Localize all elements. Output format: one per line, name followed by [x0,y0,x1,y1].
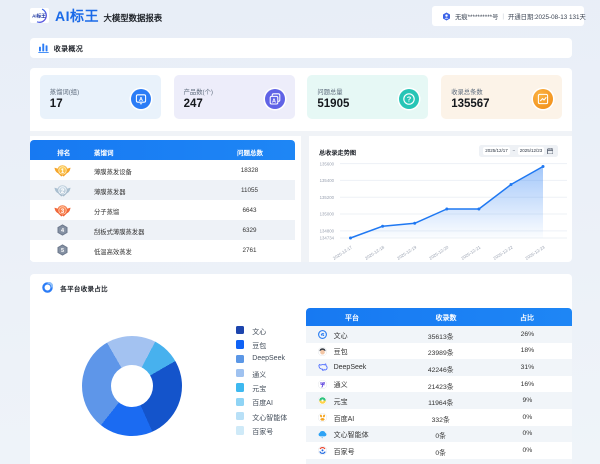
svg-text:2025-12-20: 2025-12-20 [428,244,450,260]
svg-text:2025-12-22: 2025-12-22 [492,244,514,260]
svg-text:3: 3 [60,208,64,214]
svg-text:135000: 135000 [320,212,335,217]
svg-text:134734: 134734 [320,236,335,241]
svg-text:134800: 134800 [320,229,335,234]
svg-text:2025-12-21: 2025-12-21 [460,244,482,260]
svg-text:135400: 135400 [320,178,335,183]
svg-text:2025-12-18: 2025-12-18 [364,244,386,260]
svg-text:2025-12-19: 2025-12-19 [396,244,418,260]
svg-text:5: 5 [60,248,63,254]
svg-text:135200: 135200 [320,195,335,200]
svg-text:2: 2 [60,188,64,194]
svg-text:1: 1 [60,168,64,174]
svg-text:A: A [272,98,276,104]
svg-text:135600: 135600 [320,161,335,166]
svg-text:4: 4 [60,228,64,234]
svg-text:AI标王: AI标王 [32,12,46,19]
svg-text:2025-12-17: 2025-12-17 [332,244,354,260]
svg-text:?: ? [407,94,412,103]
svg-text:2025-12-23: 2025-12-23 [524,244,546,260]
svg-text:A: A [139,97,143,103]
